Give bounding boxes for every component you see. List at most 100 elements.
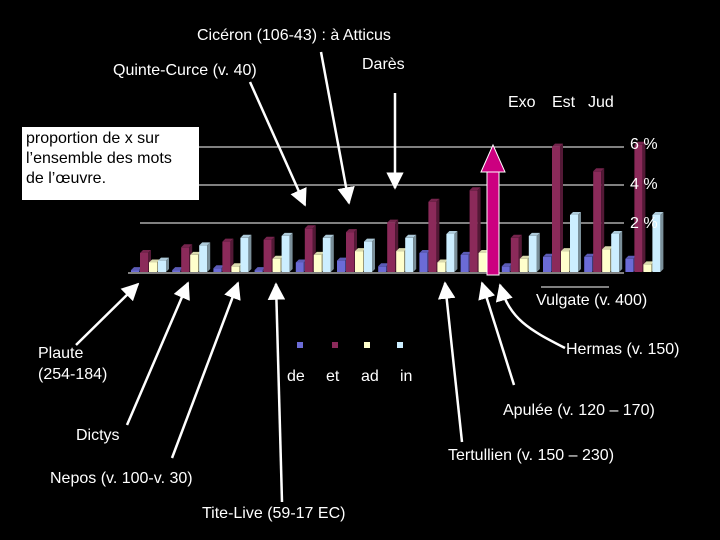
bar-top-de-8 xyxy=(460,251,472,255)
bar-ad-6 xyxy=(396,251,405,272)
bar-top-et-4 xyxy=(304,225,316,229)
bar-de-0 xyxy=(131,270,139,272)
bar-ad-4 xyxy=(313,254,322,272)
label-tite-live: Tite-Live (59-17 EC) xyxy=(202,505,346,522)
bar-side-in-5 xyxy=(372,238,375,272)
bar-et-3 xyxy=(263,239,272,272)
bar-top-de-7 xyxy=(419,250,431,253)
label-nepos: Nepos (v. 100-v. 30) xyxy=(50,470,193,487)
bar-in-12 xyxy=(652,215,661,272)
bar-top-et-9 xyxy=(510,234,522,238)
arrow-dictys xyxy=(125,281,190,426)
note-line-1: proportion de x sur xyxy=(26,130,160,147)
legend-label-ad: ad xyxy=(361,368,379,385)
bar-ad-8 xyxy=(478,253,487,272)
bar-de-12 xyxy=(625,258,634,272)
bar-et-4 xyxy=(304,228,313,272)
bar-in-1 xyxy=(199,245,208,272)
bar-et-1 xyxy=(181,247,190,272)
bar-ad-11 xyxy=(602,249,611,272)
bar-top-in-10 xyxy=(570,212,581,215)
bar-side-et-7 xyxy=(436,198,440,272)
bar-ad-10 xyxy=(561,251,569,272)
bar-top-ad-0 xyxy=(149,259,160,263)
label-quinte-curce: Quinte-Curce (v. 40) xyxy=(113,62,257,79)
bar-side-in-1 xyxy=(207,242,211,272)
bar-de-11 xyxy=(584,256,593,272)
bar-et-0 xyxy=(140,253,148,272)
legend-swatch-et xyxy=(332,342,338,348)
bar-et-2 xyxy=(222,241,231,272)
bar-de-7 xyxy=(419,253,428,272)
arrows xyxy=(75,51,566,503)
bar-top-de-12 xyxy=(625,255,637,259)
label-dares: Darès xyxy=(362,56,405,73)
bars-group xyxy=(131,141,664,272)
bar-top-ad-9 xyxy=(519,255,531,259)
bar-top-et-8 xyxy=(469,187,481,191)
highlight-arrow-shaft xyxy=(486,169,500,276)
bar-top-ad-11 xyxy=(602,246,614,250)
bar-in-2 xyxy=(240,237,249,272)
bar-top-ad-5 xyxy=(355,248,366,252)
bar-side-in-6 xyxy=(413,234,417,272)
label-jud: Jud xyxy=(588,94,614,111)
bar-ad-3 xyxy=(272,258,281,272)
label-dictys: Dictys xyxy=(76,427,120,444)
bar-ad-0 xyxy=(149,262,157,272)
note-line-3: de l’œuvre. xyxy=(26,170,107,187)
bar-top-de-1 xyxy=(172,267,184,271)
note-line-2: l’ensemble des mots xyxy=(26,150,172,167)
label-exo: Exo xyxy=(508,94,536,111)
bar-et-6 xyxy=(387,222,396,272)
arrow-hermas xyxy=(495,283,566,350)
bar-top-ad-1 xyxy=(190,251,202,255)
gridlines xyxy=(128,146,624,288)
bar-de-6 xyxy=(378,266,387,272)
arrow-plaute xyxy=(75,282,140,346)
bar-side-et-10 xyxy=(560,143,563,272)
arrow-quinte xyxy=(248,81,307,207)
bar-top-in-2 xyxy=(240,234,252,238)
bar-de-3 xyxy=(254,270,263,272)
legend-label-et: et xyxy=(326,368,340,385)
bar-de-10 xyxy=(543,256,551,272)
arrow-tertullien xyxy=(437,281,464,443)
bar-et-5 xyxy=(346,232,354,272)
label-plaute: Plaute xyxy=(38,345,84,362)
bar-et-10 xyxy=(552,146,560,272)
bar-top-et-10 xyxy=(552,143,563,147)
bar-side-in-7 xyxy=(454,231,458,272)
bar-top-ad-3 xyxy=(272,255,284,259)
arrow-apulee xyxy=(478,281,516,386)
bar-et-7 xyxy=(428,201,437,272)
bar-top-de-4 xyxy=(295,259,307,263)
legend-label-de: de xyxy=(287,368,305,385)
bar-top-in-0 xyxy=(158,257,169,261)
bar-top-in-9 xyxy=(528,232,540,236)
bar-in-7 xyxy=(446,234,455,272)
bar-in-10 xyxy=(570,215,578,272)
label-vulgate: Vulgate (v. 400) xyxy=(536,292,648,309)
bar-de-4 xyxy=(295,262,304,272)
bar-in-11 xyxy=(611,234,620,272)
bar-top-et-1 xyxy=(181,244,193,248)
bar-top-ad-7 xyxy=(437,259,449,263)
highlight-arrow xyxy=(480,143,506,276)
bar-top-ad-10 xyxy=(561,248,572,252)
bar-side-in-10 xyxy=(578,212,581,272)
bar-top-et-11 xyxy=(593,168,605,172)
bar-in-4 xyxy=(322,237,331,272)
bar-top-et-2 xyxy=(222,238,234,242)
bar-top-de-2 xyxy=(213,265,225,269)
bar-in-9 xyxy=(528,235,537,272)
bar-top-et-7 xyxy=(428,198,440,202)
bar-top-in-12 xyxy=(652,212,664,215)
bar-top-ad-6 xyxy=(396,248,408,252)
label-tertullien: Tertullien (v. 150 – 230) xyxy=(448,447,615,464)
bar-top-in-1 xyxy=(199,242,211,246)
bar-top-ad-2 xyxy=(231,263,243,267)
bar-ad-7 xyxy=(437,262,446,272)
bar-top-et-6 xyxy=(387,219,399,223)
note-box: proportion de x sur l’ensemble des mots … xyxy=(22,127,199,200)
